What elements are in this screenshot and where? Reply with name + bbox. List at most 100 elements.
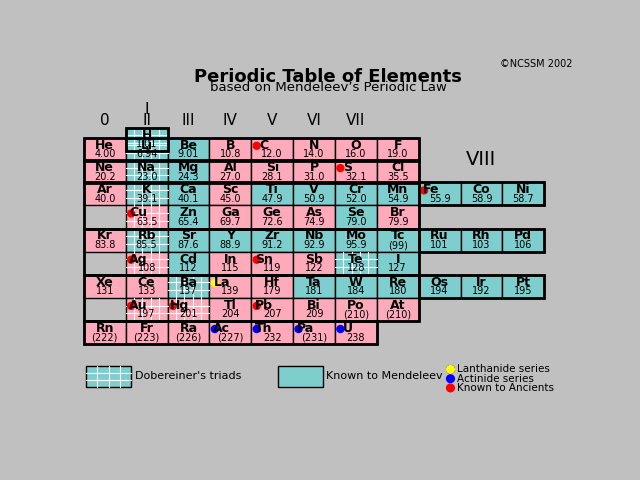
Text: 69.7: 69.7 xyxy=(220,217,241,227)
Bar xyxy=(419,182,461,205)
Text: Mg: Mg xyxy=(178,161,199,174)
Text: 133: 133 xyxy=(138,287,156,296)
Text: Fe: Fe xyxy=(423,183,439,196)
Bar xyxy=(293,160,335,183)
Text: 192: 192 xyxy=(472,287,491,296)
Bar xyxy=(377,138,419,161)
Text: 79.9: 79.9 xyxy=(387,217,408,227)
Text: Li: Li xyxy=(141,139,153,152)
Circle shape xyxy=(211,279,218,286)
Text: Ne: Ne xyxy=(95,161,114,174)
Text: (227): (227) xyxy=(217,333,244,343)
Text: Periodic Table of Elements: Periodic Table of Elements xyxy=(194,68,462,86)
Bar xyxy=(209,182,252,205)
Text: 63.5: 63.5 xyxy=(136,217,157,227)
Text: Zn: Zn xyxy=(179,206,198,219)
Text: Ga: Ga xyxy=(221,206,240,219)
Text: 9.01: 9.01 xyxy=(178,149,199,159)
Text: 112: 112 xyxy=(179,263,198,273)
Text: B: B xyxy=(226,139,235,152)
Bar xyxy=(168,321,209,344)
Text: Co: Co xyxy=(472,183,490,196)
Bar xyxy=(502,275,544,298)
Text: 194: 194 xyxy=(431,287,449,296)
Text: 32.1: 32.1 xyxy=(345,172,367,181)
Text: Ar: Ar xyxy=(97,183,113,196)
Text: Rh: Rh xyxy=(472,229,491,242)
Text: 209: 209 xyxy=(305,310,323,320)
Bar xyxy=(168,205,209,228)
Text: II: II xyxy=(142,113,151,128)
Text: Ir: Ir xyxy=(476,276,487,288)
Text: 16.0: 16.0 xyxy=(345,149,367,159)
Bar xyxy=(335,182,377,205)
Text: 88.9: 88.9 xyxy=(220,240,241,250)
Text: 74.9: 74.9 xyxy=(303,217,325,227)
Text: Ni: Ni xyxy=(516,183,531,196)
Circle shape xyxy=(337,325,344,333)
Text: Rn: Rn xyxy=(95,322,114,335)
Bar xyxy=(125,205,168,228)
Bar xyxy=(335,228,377,252)
Text: Tl: Tl xyxy=(224,299,237,312)
Text: 195: 195 xyxy=(514,287,532,296)
Text: IV: IV xyxy=(223,113,238,128)
Bar xyxy=(84,321,125,344)
Text: Be: Be xyxy=(179,139,198,152)
Text: Xe: Xe xyxy=(96,276,114,288)
Bar xyxy=(84,228,419,275)
Text: 40.0: 40.0 xyxy=(94,194,115,204)
Bar xyxy=(377,252,419,275)
Bar xyxy=(168,160,209,183)
Text: K: K xyxy=(142,183,152,196)
Bar xyxy=(252,275,293,298)
Text: Ti: Ti xyxy=(266,183,278,196)
Text: 201: 201 xyxy=(179,310,198,320)
Bar xyxy=(461,275,502,298)
Text: U: U xyxy=(342,322,353,335)
Bar xyxy=(335,160,377,183)
Text: 54.9: 54.9 xyxy=(387,194,408,204)
Text: Au: Au xyxy=(129,299,147,312)
Text: 28.1: 28.1 xyxy=(262,172,283,181)
Bar xyxy=(84,160,125,183)
Text: 127: 127 xyxy=(388,263,407,273)
Text: Cr: Cr xyxy=(348,183,364,196)
Bar xyxy=(377,182,419,205)
Text: 137: 137 xyxy=(179,287,198,296)
Text: H: H xyxy=(141,129,152,142)
Text: 6.94: 6.94 xyxy=(136,149,157,159)
Bar xyxy=(84,275,419,321)
Text: (226): (226) xyxy=(175,333,202,343)
Bar xyxy=(168,252,209,275)
Bar xyxy=(293,205,335,228)
Circle shape xyxy=(337,165,344,171)
Text: 23.0: 23.0 xyxy=(136,172,157,181)
Bar xyxy=(502,182,544,205)
Bar xyxy=(293,275,335,298)
Circle shape xyxy=(447,384,454,392)
Bar xyxy=(293,252,335,275)
Bar xyxy=(84,182,419,228)
Text: 55.9: 55.9 xyxy=(429,194,451,204)
Text: Cd: Cd xyxy=(179,252,198,265)
Bar xyxy=(419,275,461,298)
Text: Ge: Ge xyxy=(263,206,282,219)
Text: 119: 119 xyxy=(263,263,282,273)
Text: Rb: Rb xyxy=(138,229,156,242)
Text: 85.5: 85.5 xyxy=(136,240,157,250)
Text: 197: 197 xyxy=(138,310,156,320)
Bar xyxy=(293,182,335,205)
Text: 58.9: 58.9 xyxy=(470,194,492,204)
Bar xyxy=(377,228,419,252)
Bar xyxy=(252,182,293,205)
Text: (222): (222) xyxy=(92,333,118,343)
Bar xyxy=(125,128,168,151)
Text: Mn: Mn xyxy=(387,183,408,196)
Bar xyxy=(209,252,252,275)
Bar xyxy=(84,138,419,161)
Text: (210): (210) xyxy=(343,310,369,320)
Text: Po: Po xyxy=(347,299,365,312)
Text: Ce: Ce xyxy=(138,276,156,288)
Text: In: In xyxy=(223,252,237,265)
